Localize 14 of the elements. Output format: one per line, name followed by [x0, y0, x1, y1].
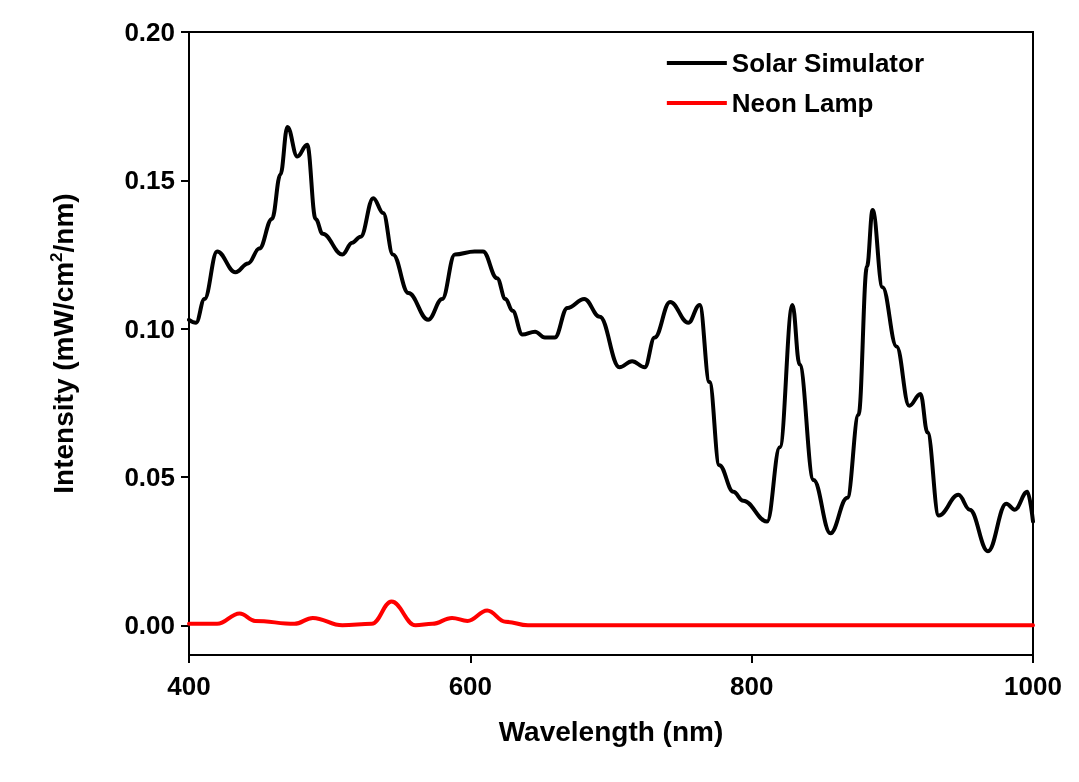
- x-tick-label: 400: [167, 671, 211, 701]
- line-series: [187, 599, 1035, 628]
- y-tick-label: 0.05: [124, 462, 175, 492]
- legend-label: Solar Simulator: [731, 48, 924, 78]
- x-tick-label: 1000: [1004, 671, 1062, 701]
- y-tick-label: 0.00: [124, 610, 175, 641]
- legend-label: Neon Lamp: [731, 88, 874, 118]
- y-tick-label: 0.15: [124, 165, 175, 196]
- x-axis-title: Wavelength (nm): [498, 715, 724, 747]
- x-tick-label: 800: [729, 671, 774, 701]
- y-tick-label: 0.20: [124, 17, 175, 47]
- x-tick-label: 600: [448, 671, 493, 701]
- y-tick-label: 0.10: [124, 313, 175, 344]
- y-axis-title: Intensity (mW/cm2/nm): [47, 193, 79, 494]
